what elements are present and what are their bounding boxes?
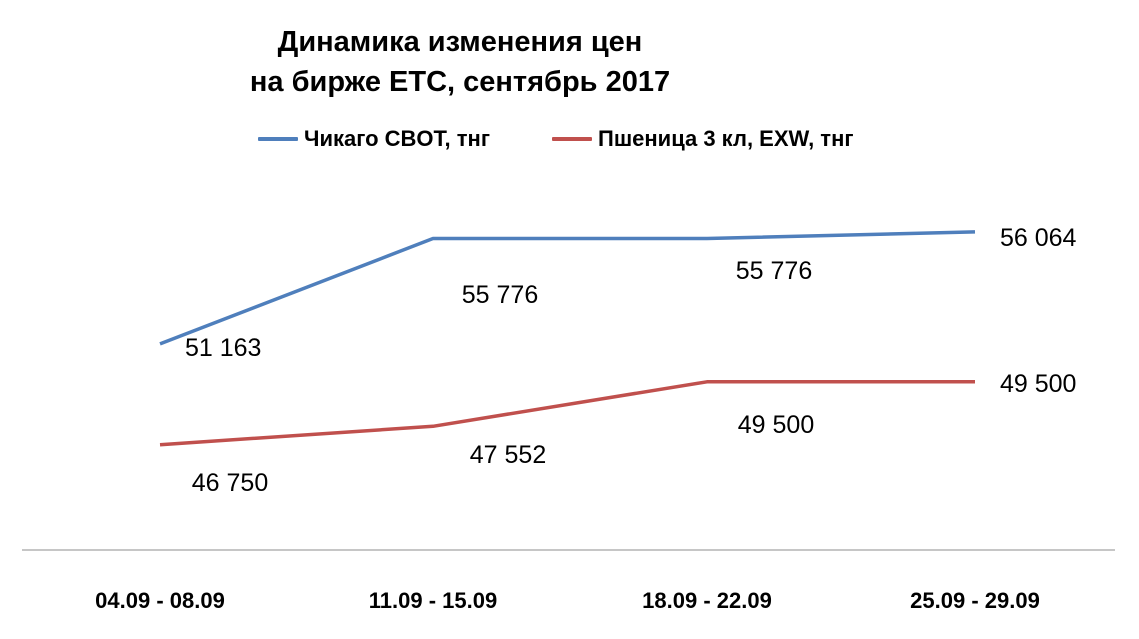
data-label: 56 064 — [1000, 224, 1077, 252]
data-label: 49 500 — [738, 411, 814, 439]
legend-label-cbot: Чикаго CBOT, тнг — [304, 126, 490, 151]
legend-item-wheat: Пшеница 3 кл, EXW, тнг — [552, 126, 854, 152]
data-label: 49 500 — [1000, 370, 1076, 398]
x-tick-label: 11.09 - 15.09 — [369, 588, 497, 613]
data-label: 55 776 — [462, 281, 538, 309]
legend: Чикаго CBOT, тнг Пшеница 3 кл, EXW, тнг — [0, 126, 1139, 158]
chart-marks: 04.09 - 08.09 11.09 - 15.09 18.09 - 22.09 2… — [95, 224, 1076, 613]
series-line-0 — [159, 230, 976, 346]
data-label: 47 552 — [470, 441, 546, 469]
legend-swatch-cbot — [258, 137, 298, 141]
chart-title: Динамика изменения цен на бирже ЕТС, сен… — [180, 22, 740, 102]
x-tick-label: 18.09 - 22.09 — [642, 588, 772, 613]
chart-title-line-1: Динамика изменения цен — [277, 26, 643, 58]
data-label: 51 163 — [185, 334, 261, 362]
x-tick-label: 04.09 - 08.09 — [95, 588, 225, 613]
legend-label-wheat: Пшеница 3 кл, EXW, тнг — [598, 126, 854, 151]
data-label: 46 750 — [192, 469, 268, 497]
x-tick-label: 25.09 - 29.09 — [910, 588, 1040, 613]
legend-item-cbot: Чикаго CBOT, тнг — [258, 126, 490, 152]
chart-title-line-2: на бирже ЕТС, сентябрь 2017 — [249, 66, 671, 98]
data-label: 55 776 — [736, 257, 812, 285]
legend-swatch-wheat — [552, 137, 592, 141]
series-line-1 — [159, 380, 975, 447]
